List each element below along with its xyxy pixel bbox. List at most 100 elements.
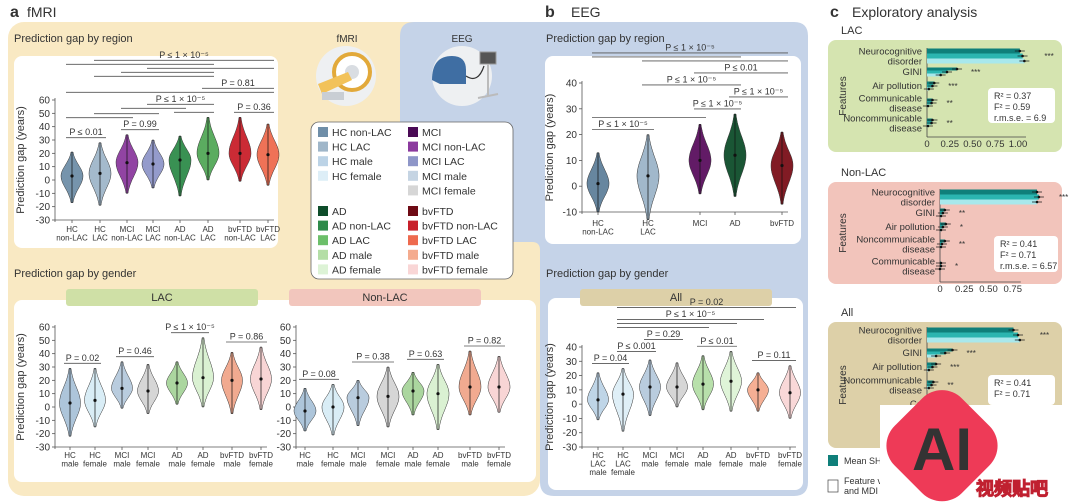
y-tick-label: -10 bbox=[36, 416, 51, 427]
bar-point bbox=[1018, 49, 1022, 53]
violin-median bbox=[356, 396, 360, 400]
violin-median bbox=[675, 385, 679, 389]
x-tick-label: bvFTD bbox=[746, 451, 770, 460]
p-value-label: P = 0.02 bbox=[66, 353, 100, 363]
feature-label: Neurocognitive bbox=[859, 326, 922, 337]
significance-stars: *** bbox=[1044, 52, 1053, 61]
importance-bar bbox=[940, 199, 1037, 205]
x-tick-label: 0 bbox=[924, 139, 929, 150]
feature-label: disease bbox=[902, 267, 935, 278]
y-tick-label: 0 bbox=[285, 403, 291, 414]
x-tick-label: 0 bbox=[937, 284, 942, 295]
p-value-label: P ≤ 1 × 10⁻⁵ bbox=[734, 86, 784, 96]
legend-swatch bbox=[318, 206, 328, 216]
significance-stars: * bbox=[960, 223, 963, 232]
group-legend: HC non-LAC HC LAC HC male HC female AD AD non… bbox=[310, 121, 514, 280]
x-tick-label: HC bbox=[299, 451, 311, 460]
model-stats-box bbox=[994, 236, 1058, 272]
violin-median bbox=[238, 151, 242, 155]
feature-label: disorder bbox=[901, 198, 935, 209]
x-tick-label: bvFTD bbox=[220, 451, 244, 460]
bar-point bbox=[932, 380, 935, 384]
y-tick-label: 0 bbox=[571, 400, 577, 411]
p-value-label: P = 0.99 bbox=[123, 119, 157, 129]
x-tick-label: AD bbox=[697, 451, 708, 460]
x-tick-label: female bbox=[136, 460, 161, 469]
bar-point bbox=[1035, 200, 1039, 204]
x-tick-label: male bbox=[61, 460, 79, 469]
legend-label: AD LAC bbox=[332, 235, 370, 247]
p-value-label: P ≤ 1 × 10⁻⁵ bbox=[667, 74, 717, 84]
legend-swatch bbox=[408, 249, 418, 260]
violin-median bbox=[178, 158, 182, 162]
x-tick-label: male bbox=[641, 460, 659, 469]
y-axis-label: Prediction gap (years) bbox=[544, 343, 556, 451]
model-stat: F² = 0.71 bbox=[994, 389, 1030, 399]
y-tick-label: 40 bbox=[566, 343, 578, 354]
x-tick-label: male bbox=[296, 460, 314, 469]
bar-point bbox=[939, 73, 942, 77]
y-tick-label: -20 bbox=[277, 429, 292, 440]
legend-swatch bbox=[408, 156, 418, 167]
p-value-label: P = 0.04 bbox=[594, 353, 628, 363]
legend-label: bvFTD female bbox=[422, 264, 488, 276]
y-tick-label: 10 bbox=[566, 385, 578, 396]
p-value-label: P = 0.02 bbox=[690, 297, 724, 307]
x-tick-label: bvFTD bbox=[770, 219, 794, 228]
model-stat: r.m.s.e. = 6.9 bbox=[994, 113, 1046, 123]
model-stats-box bbox=[988, 375, 1055, 405]
violin-median bbox=[201, 376, 205, 380]
subpanel-title: Non-LAC bbox=[841, 167, 886, 179]
bar-point bbox=[931, 365, 934, 369]
significance-stars: *** bbox=[971, 68, 980, 77]
significance-stars: ** bbox=[946, 99, 952, 108]
legend-label: HC non-LAC bbox=[332, 127, 392, 139]
legend-label: MCI male bbox=[422, 171, 467, 183]
y-tick-label: 20 bbox=[39, 376, 51, 387]
panel-a-gender-plot-box bbox=[14, 300, 536, 482]
bar-point bbox=[1012, 328, 1015, 332]
x-tick-label: MCI bbox=[351, 451, 366, 460]
legend-swatch bbox=[408, 185, 418, 196]
model-stat: F² = 0.59 bbox=[994, 102, 1030, 112]
y-tick-label: 40 bbox=[566, 79, 578, 90]
importance-bar bbox=[927, 58, 1025, 64]
lac-header-label: LAC bbox=[151, 292, 172, 304]
y-tick-label: 10 bbox=[280, 389, 292, 400]
violin-median bbox=[621, 392, 625, 396]
p-value-label: P ≤ 0.001 bbox=[617, 341, 655, 351]
p-value-label: P ≤ 1 × 10⁻⁵ bbox=[156, 94, 206, 104]
importance-bar bbox=[940, 189, 1037, 195]
x-tick-label: AD bbox=[174, 225, 185, 234]
legend-swatch bbox=[408, 170, 418, 181]
y-tick-label: -10 bbox=[563, 208, 578, 219]
p-value-label: P = 0.11 bbox=[758, 350, 791, 360]
significance-stars: ** bbox=[947, 381, 953, 390]
violin-median bbox=[303, 409, 307, 413]
y-tick-label: 0 bbox=[44, 176, 50, 187]
x-tick-label: HC bbox=[64, 451, 76, 460]
bar-point bbox=[927, 368, 931, 372]
violin-median bbox=[497, 385, 501, 389]
legend-label: AD female bbox=[332, 264, 381, 276]
legend-swatch bbox=[318, 235, 328, 246]
x-tick-label: MCI bbox=[120, 225, 135, 234]
violin-median bbox=[151, 162, 155, 166]
importance-bar bbox=[927, 48, 1020, 54]
x-tick-label: HC bbox=[66, 225, 78, 234]
model-stat: R² = 0.37 bbox=[994, 91, 1031, 101]
chart-a_gender_lac: 60 50 40 30 20 10 0 -10 -20 -30 Prediction gap (ye… bbox=[15, 322, 274, 468]
p-value-label: P ≤ 1 × 10⁻⁵ bbox=[693, 98, 743, 108]
panel-b-region-plot-box bbox=[545, 56, 801, 244]
importance-bar bbox=[940, 194, 1039, 200]
bar-point bbox=[944, 222, 948, 226]
p-value-label: P ≤ 1 × 10⁻⁵ bbox=[598, 119, 648, 129]
p-value-label: P = 0.46 bbox=[118, 346, 152, 356]
x-tick-label: bvFTD bbox=[228, 225, 252, 234]
legend-label: bvFTD male bbox=[422, 250, 479, 262]
x-tick-label: non-LAC bbox=[582, 228, 614, 237]
x-tick-label: 0.25 bbox=[955, 284, 974, 295]
bar-point bbox=[1037, 195, 1041, 199]
importance-bar bbox=[927, 53, 1023, 59]
